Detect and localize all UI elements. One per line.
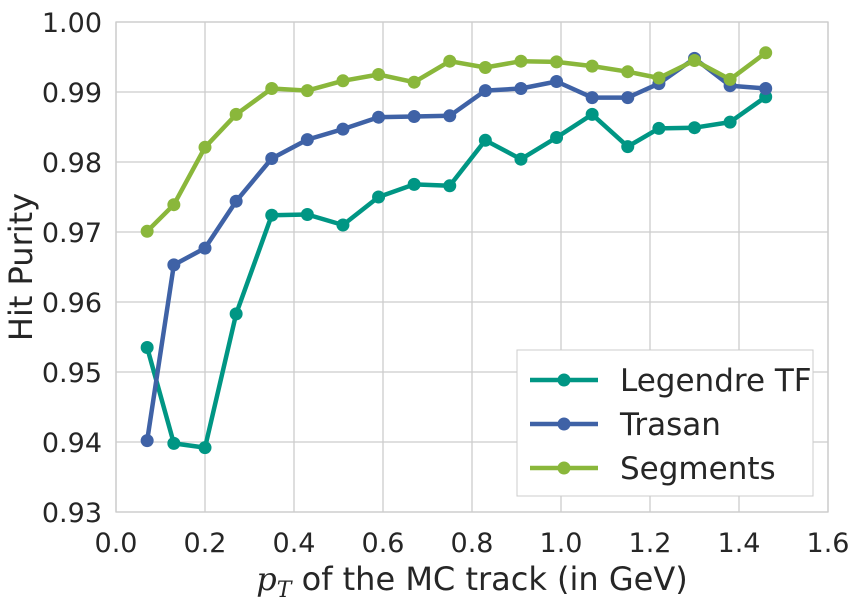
y-axis-ticks: 0.93 0.94 0.95 0.96 0.97 0.98 0.99 1.00 bbox=[42, 8, 102, 529]
data-point bbox=[585, 59, 599, 73]
data-point bbox=[723, 72, 737, 86]
y-tick-label: 0.95 bbox=[42, 358, 102, 389]
data-point bbox=[229, 307, 243, 321]
data-point bbox=[652, 71, 666, 85]
data-point bbox=[336, 74, 350, 88]
data-point bbox=[167, 258, 181, 272]
data-point bbox=[229, 107, 243, 121]
data-point bbox=[585, 91, 599, 105]
data-point bbox=[478, 133, 492, 147]
data-point bbox=[621, 140, 635, 154]
legend-marker bbox=[557, 417, 571, 431]
data-point bbox=[478, 84, 492, 98]
legend-entry: Segments bbox=[530, 451, 776, 487]
data-point bbox=[198, 441, 212, 455]
data-point bbox=[198, 140, 212, 154]
x-tick-label: 1.4 bbox=[718, 528, 761, 559]
data-point bbox=[336, 122, 350, 136]
data-point bbox=[652, 121, 666, 135]
data-point bbox=[550, 55, 564, 69]
x-tick-label: 1.2 bbox=[629, 528, 672, 559]
data-point bbox=[443, 54, 457, 68]
data-point bbox=[621, 65, 635, 79]
data-point bbox=[759, 46, 773, 60]
x-tick-label: 0.8 bbox=[451, 528, 494, 559]
y-tick-label: 0.96 bbox=[42, 288, 102, 319]
y-tick-label: 0.97 bbox=[42, 218, 102, 249]
legend-marker bbox=[557, 461, 571, 475]
data-point bbox=[372, 110, 386, 124]
legend: Legendre TF Trasan Segments bbox=[516, 349, 814, 497]
data-point bbox=[300, 84, 314, 98]
legend-marker bbox=[557, 373, 571, 387]
data-point bbox=[688, 121, 701, 135]
data-point bbox=[265, 152, 279, 165]
plot-frame bbox=[115, 21, 829, 513]
y-tick-label: 0.93 bbox=[42, 498, 102, 529]
data-point bbox=[229, 194, 243, 208]
data-point bbox=[198, 241, 212, 255]
data-point bbox=[140, 224, 154, 238]
data-point bbox=[514, 152, 528, 166]
data-point bbox=[723, 115, 737, 129]
data-point bbox=[514, 82, 528, 95]
x-axis-ticks: 0.0 0.2 0.4 0.6 0.8 1.0 1.2 1.4 1.6 bbox=[95, 528, 850, 559]
data-point bbox=[443, 109, 457, 123]
data-point bbox=[372, 68, 386, 81]
data-point bbox=[372, 190, 386, 204]
data-point bbox=[336, 218, 350, 232]
y-axis-label: Hit Purity bbox=[2, 193, 40, 341]
data-point bbox=[550, 131, 564, 144]
data-point bbox=[443, 179, 457, 193]
legend-label: Trasan bbox=[619, 407, 721, 443]
series-segments bbox=[140, 46, 773, 238]
data-point bbox=[140, 341, 154, 354]
data-point bbox=[688, 54, 701, 67]
y-tick-label: 0.94 bbox=[42, 428, 102, 459]
y-tick-label: 0.99 bbox=[42, 78, 102, 109]
legend-entry: Trasan bbox=[530, 407, 721, 443]
data-point bbox=[167, 198, 181, 212]
legend-label: Segments bbox=[620, 451, 776, 487]
data-point bbox=[759, 82, 773, 95]
legend-entries: Legendre TF Trasan Segments bbox=[530, 363, 812, 487]
data-point bbox=[300, 208, 314, 221]
data-point bbox=[407, 75, 421, 89]
x-tick-label: 1.0 bbox=[540, 528, 583, 559]
data-point bbox=[621, 91, 635, 105]
data-point bbox=[407, 177, 421, 191]
x-axis-label-symbol: p bbox=[256, 560, 276, 598]
x-tick-label: 0.0 bbox=[95, 528, 138, 559]
data-point bbox=[514, 54, 528, 68]
data-point bbox=[265, 82, 279, 95]
y-tick-label: 1.00 bbox=[42, 8, 102, 39]
x-tick-label: 1.6 bbox=[807, 528, 850, 559]
x-tick-label: 0.2 bbox=[184, 528, 227, 559]
x-tick-label: 0.6 bbox=[362, 528, 405, 559]
legend-label: Legendre TF bbox=[620, 363, 812, 399]
data-point bbox=[300, 133, 314, 147]
data-point bbox=[550, 75, 564, 88]
data-point bbox=[140, 434, 154, 448]
data-point bbox=[407, 110, 421, 123]
data-point bbox=[167, 436, 181, 450]
data-point bbox=[265, 208, 279, 222]
data-point bbox=[585, 107, 599, 121]
x-axis-label-subscript: T bbox=[277, 578, 294, 603]
x-axis-label: pT of the MC track (in GeV) bbox=[256, 560, 687, 603]
legend-entry: Legendre TF bbox=[530, 363, 812, 399]
x-axis-label-text: of the MC track (in GeV) bbox=[291, 560, 687, 598]
y-tick-label: 0.98 bbox=[42, 148, 102, 179]
series-layer bbox=[140, 46, 773, 455]
data-point bbox=[478, 61, 492, 74]
x-tick-label: 0.4 bbox=[273, 528, 316, 559]
